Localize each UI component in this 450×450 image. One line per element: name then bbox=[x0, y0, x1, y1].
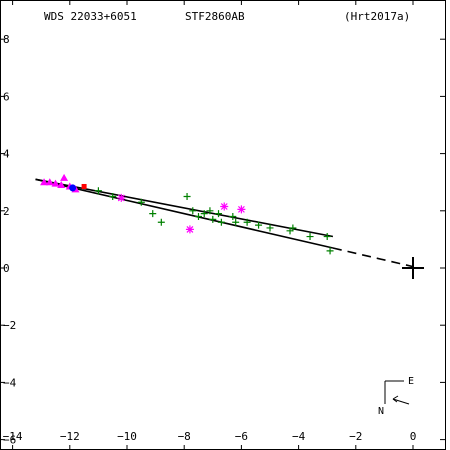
micrometer-point bbox=[229, 213, 237, 221]
micrometer-point bbox=[323, 233, 331, 241]
x-tick-label: −4 bbox=[292, 430, 306, 443]
micrometer-point bbox=[232, 218, 240, 226]
y-tick-label: 6 bbox=[3, 90, 10, 103]
primary-star-marker bbox=[402, 257, 424, 279]
y-tick-label: −6 bbox=[3, 434, 16, 447]
y-tick-label: −2 bbox=[3, 319, 16, 332]
micrometer-point bbox=[137, 198, 145, 206]
circle-point bbox=[69, 184, 77, 192]
orbit-extension-dashed bbox=[332, 247, 414, 268]
asterisk-point bbox=[185, 225, 194, 234]
triangle-point bbox=[45, 178, 54, 186]
x-tick-label: −6 bbox=[235, 430, 248, 443]
micrometer-point bbox=[289, 224, 297, 232]
micrometer-point bbox=[157, 218, 165, 226]
micrometer-point bbox=[209, 215, 217, 223]
micrometer-point bbox=[189, 207, 197, 215]
header-left-label: WDS 22033+6051 bbox=[44, 10, 137, 23]
triangle-point bbox=[51, 179, 60, 187]
micrometer-point bbox=[215, 210, 223, 218]
micrometer-point bbox=[195, 213, 202, 221]
orientation-arrow-head-2 bbox=[392, 398, 398, 403]
micrometer-point bbox=[255, 221, 263, 229]
micrometer-point bbox=[200, 210, 208, 218]
triangle-point bbox=[40, 178, 49, 186]
y-tick-label: −4 bbox=[3, 376, 17, 389]
x-tick-label: −12 bbox=[60, 430, 80, 443]
micrometer-point bbox=[266, 224, 274, 232]
orbit-path-line bbox=[35, 178, 334, 249]
micrometer-point bbox=[243, 218, 251, 226]
micrometer-point bbox=[109, 193, 117, 200]
orientation-arrow-shaft bbox=[392, 398, 410, 405]
square-point bbox=[81, 183, 87, 189]
orientation-indicator: E N bbox=[378, 376, 414, 417]
triangle-point bbox=[57, 181, 66, 189]
y-tick-label: 0 bbox=[3, 262, 10, 275]
orientation-north-label: N bbox=[378, 406, 384, 417]
x-tick-label: −14 bbox=[3, 430, 23, 443]
micrometer-point bbox=[94, 187, 102, 195]
orientation-east-label: E bbox=[408, 376, 414, 387]
triangle-point bbox=[60, 173, 69, 181]
micrometer-point bbox=[326, 247, 334, 255]
asterisk-point bbox=[117, 193, 126, 202]
y-tick-label: 8 bbox=[3, 33, 10, 46]
x-tick-label: −10 bbox=[117, 430, 137, 443]
micrometer-point bbox=[206, 207, 214, 215]
y-tick-label: 4 bbox=[3, 148, 10, 161]
data-points bbox=[40, 173, 334, 255]
orientation-arrow-head-1 bbox=[392, 395, 399, 400]
asterisk-point bbox=[237, 205, 246, 214]
micrometer-point bbox=[217, 218, 225, 226]
asterisk-point bbox=[220, 202, 229, 211]
x-tick-label: −2 bbox=[349, 430, 362, 443]
x-tick-label: 0 bbox=[410, 430, 417, 443]
micrometer-point bbox=[306, 233, 314, 241]
x-tick-label: −8 bbox=[178, 430, 191, 443]
header-right-label: (Hrt2017a) bbox=[344, 10, 410, 23]
micrometer-point bbox=[183, 193, 191, 200]
micrometer-point bbox=[149, 210, 157, 218]
y-tick-label: 2 bbox=[3, 205, 10, 218]
header-center-label: STF2860AB bbox=[185, 10, 245, 23]
